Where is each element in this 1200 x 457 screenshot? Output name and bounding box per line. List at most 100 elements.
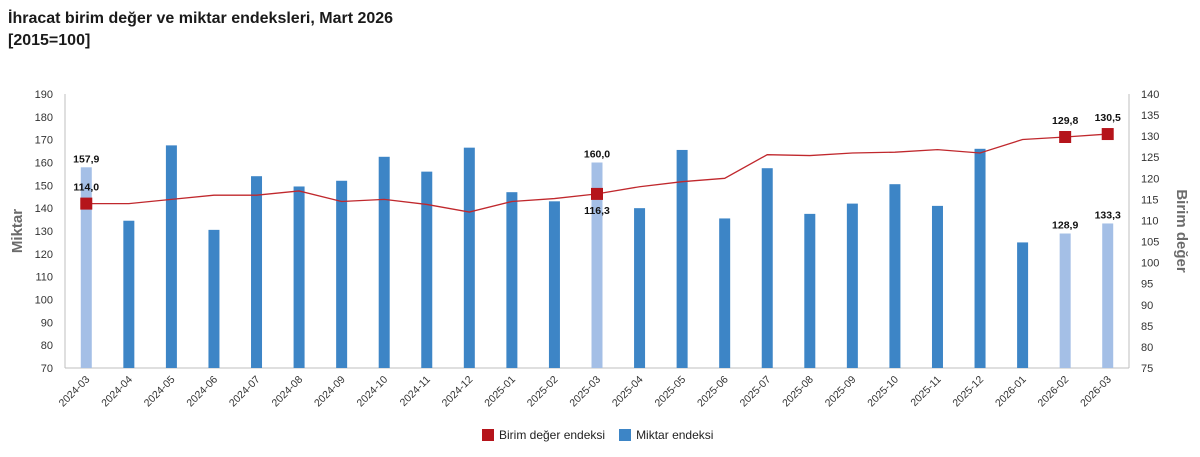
y-left-tick-label: 190 (35, 89, 53, 101)
x-tick-label: 2024-12 (440, 374, 476, 410)
bar-data-label: 133,3 (1095, 209, 1121, 221)
line-series (80, 128, 1114, 213)
x-tick-label: 2024-11 (398, 374, 433, 409)
y-right-tick-label: 105 (1141, 237, 1159, 249)
bar-data-label: 128,9 (1052, 220, 1078, 232)
line-marker (1101, 128, 1114, 141)
x-tick-label: 2024-06 (184, 374, 220, 410)
line-marker (1059, 130, 1072, 143)
legend-item-birim: Birim değer endeksi (482, 428, 605, 442)
bar-data-label: 157,9 (73, 153, 99, 165)
bar (846, 203, 858, 368)
y-right-tick-label: 100 (1141, 258, 1159, 270)
y-left-tick-label: 140 (35, 203, 53, 215)
y-left-tick-label: 180 (35, 112, 53, 124)
bar (1017, 242, 1029, 368)
bar (591, 162, 603, 368)
bar (548, 201, 560, 368)
bar (293, 186, 305, 368)
y-right-tick-label: 95 (1141, 279, 1153, 291)
x-tick-label: 2024-09 (312, 374, 348, 410)
bar (931, 205, 943, 368)
x-tick-label: 2025-12 (950, 374, 986, 410)
y-right-tick-label: 80 (1141, 342, 1153, 354)
bar (719, 218, 731, 368)
x-tick-label: 2025-03 (567, 374, 603, 410)
bar (634, 208, 646, 368)
y-left-tick-label: 110 (35, 272, 53, 284)
line-marker (591, 187, 603, 200)
bar (676, 149, 688, 368)
chart-area: 70 80 90 100 110 120 130 140 150 160 170 180 190 75 80… (9, 89, 1190, 410)
y-left-tick-label: 160 (35, 158, 53, 170)
bar (80, 167, 92, 368)
bar (336, 180, 348, 368)
x-tick-label: 2024-05 (142, 374, 178, 410)
bar (208, 229, 220, 368)
chart-title-line1: İhracat birim değer ve miktar endeksleri… (8, 10, 394, 27)
bar (506, 192, 518, 368)
bar-data-label: 160,0 (584, 149, 610, 161)
bar (804, 213, 816, 368)
y-left-tick-label: 80 (41, 340, 53, 352)
x-tick-label: 2026-01 (993, 374, 1029, 410)
x-tick-label: 2024-07 (227, 374, 263, 410)
y-right-tick-label: 130 (1141, 131, 1159, 143)
legend-label-miktar: Miktar endeksi (636, 428, 714, 442)
x-tick-label: 2024-04 (99, 374, 135, 410)
y-right-tick-label: 140 (1141, 89, 1159, 101)
y-left-tick-label: 170 (35, 135, 53, 147)
y-axis-right-title: Birim değer (1173, 189, 1190, 273)
x-tick-label: 2025-01 (482, 374, 518, 410)
legend-label-birim: Birim değer endeksi (499, 428, 606, 442)
x-tick-label: 2026-03 (1078, 374, 1114, 410)
y-right-tick-label: 115 (1141, 194, 1159, 206)
bar (1059, 233, 1071, 368)
x-tick-label: 2025-04 (610, 374, 646, 410)
legend-item-miktar: Miktar endeksi (619, 428, 713, 442)
x-tick-label: 2025-11 (908, 374, 943, 409)
bar (165, 145, 177, 368)
line-data-label: 130,5 (1095, 112, 1121, 124)
y-left-tick-label: 70 (41, 363, 53, 375)
line-marker (80, 197, 93, 210)
y-right-tick-label: 125 (1141, 152, 1159, 164)
x-tick-label: 2025-02 (525, 374, 561, 410)
data-labels: 157,9 160,0 128,9 133,3 114,0 116,3 129,8 130,5 (73, 112, 1121, 231)
bar (889, 184, 901, 368)
y-right-tick-label: 120 (1141, 173, 1159, 185)
bar (761, 168, 773, 368)
bar (974, 148, 986, 368)
y-left-tick-label: 100 (35, 295, 53, 307)
chart-title: İhracat birim değer ve miktar endeksleri… (8, 8, 393, 52)
y-right-tick-label: 90 (1141, 300, 1153, 312)
x-tick-label: 2025-10 (865, 374, 901, 410)
bar (123, 220, 135, 368)
y-right-tick-label: 75 (1141, 363, 1153, 375)
x-tick-label: 2025-07 (738, 374, 774, 410)
bar (421, 171, 433, 368)
bar (1102, 223, 1114, 368)
x-tick-label: 2025-09 (823, 374, 859, 410)
legend-swatch-miktar (619, 429, 632, 441)
line-data-label: 116,3 (584, 205, 610, 217)
x-tick-label: 2025-08 (780, 374, 816, 410)
y-left-tick-label: 120 (35, 249, 53, 261)
y-right-tick-label: 110 (1141, 215, 1159, 227)
legend-swatch-birim (482, 429, 494, 441)
x-tick-label: 2024-10 (355, 374, 391, 410)
bar (378, 156, 390, 368)
x-tick-label: 2024-08 (269, 374, 305, 410)
y-right-tick-label: 85 (1141, 321, 1153, 333)
chart-title-line2: [2015=100] (8, 32, 91, 49)
bar (463, 147, 475, 368)
bar (251, 176, 263, 368)
y-right-tick-label: 135 (1141, 110, 1159, 122)
x-tick-label: 2026-02 (1036, 374, 1072, 410)
y-left-tick-label: 130 (35, 226, 53, 238)
x-tick-label: 2025-05 (652, 374, 688, 410)
legend: Birim değer endeksi Miktar endeksi (482, 428, 727, 442)
y-left-tick-label: 150 (35, 180, 53, 192)
bar-series (80, 145, 1114, 368)
line-data-label: 129,8 (1052, 115, 1078, 127)
